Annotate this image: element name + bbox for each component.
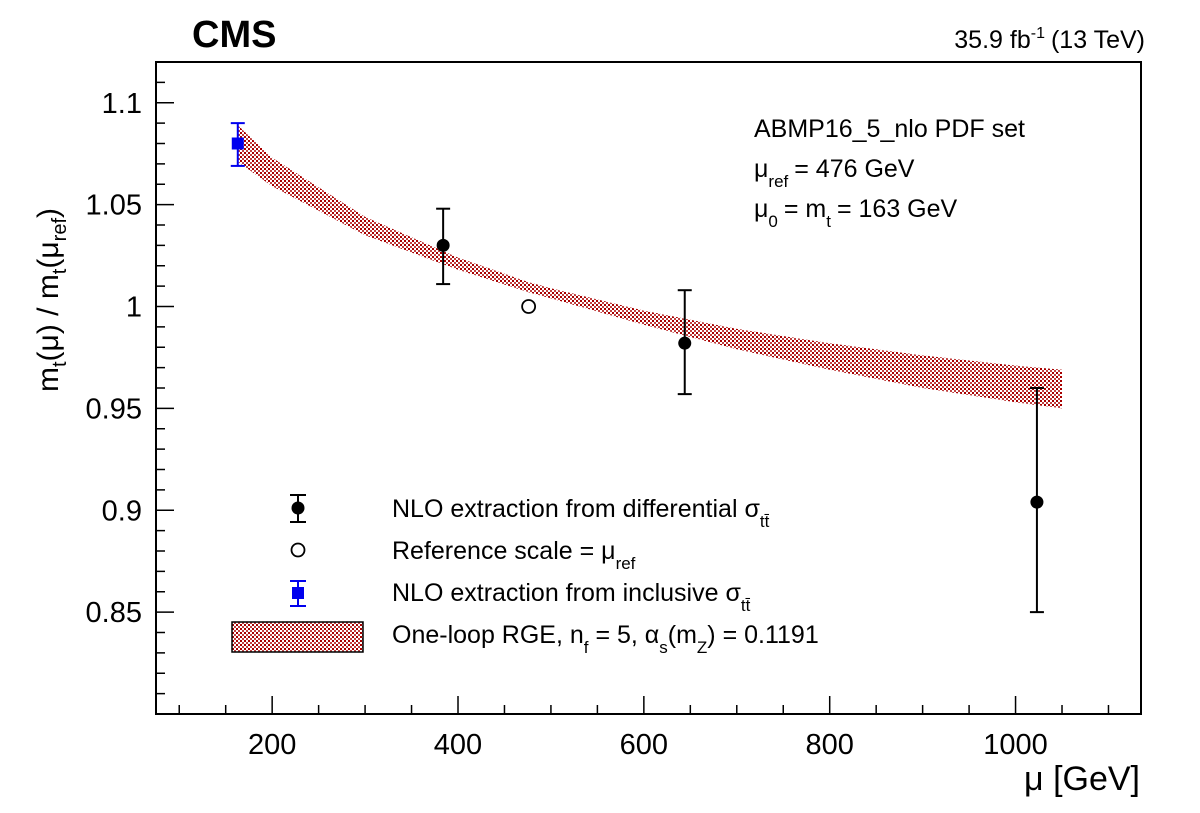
x-axis-label: μ [GeV] (1024, 760, 1140, 798)
x-tick-label: 400 (434, 729, 482, 761)
y-tick-label: 0.95 (86, 393, 142, 425)
data-point (678, 336, 692, 350)
rge-band (237, 125, 1063, 409)
legend-label-differential: NLO extraction from differential σtt̄ (392, 495, 770, 531)
x-tick-label: 600 (620, 729, 668, 761)
data-point (436, 238, 450, 252)
experiment-label: CMS (192, 14, 276, 56)
x-tick-label: 800 (806, 729, 854, 761)
x-tick-label: 1000 (983, 729, 1048, 761)
legend-label-reference: Reference scale = μref (392, 537, 636, 573)
lumi-label: 35.9 fb-1 (13 TeV) (954, 25, 1145, 54)
y-axis-label: mt(μ) / mt(μref) (32, 208, 71, 392)
y-tick-label: 1.1 (102, 88, 142, 120)
legend-marker-rge-band (231, 621, 364, 653)
y-tick-label: 0.9 (102, 495, 142, 527)
legend-marker-reference (290, 542, 306, 558)
legend: NLO extraction from differential σtt̄ Re… (231, 494, 819, 657)
legend-label-rge: One-loop RGE, nf = 5, αs(mZ) = 0.1191 (392, 621, 819, 657)
reference-point (521, 299, 537, 314)
inclusive-point (231, 137, 244, 150)
legend-marker-inclusive (290, 580, 306, 607)
legend-marker-differential (290, 494, 306, 523)
y-tick-label: 0.85 (86, 597, 142, 629)
y-tick-label: 1.05 (86, 190, 142, 222)
info-mu-ref: μref = 476 GeV (754, 155, 915, 191)
info-mu-zero: μ0 = mt = 163 GeV (754, 195, 958, 231)
y-tick-label: 1 (126, 292, 142, 324)
info-pdf-set: ABMP16_5_nlo PDF set (754, 115, 1025, 143)
x-tick-label: 200 (248, 729, 296, 761)
data-point (1030, 495, 1044, 509)
legend-label-inclusive: NLO extraction from inclusive σtt̄ (392, 579, 751, 615)
